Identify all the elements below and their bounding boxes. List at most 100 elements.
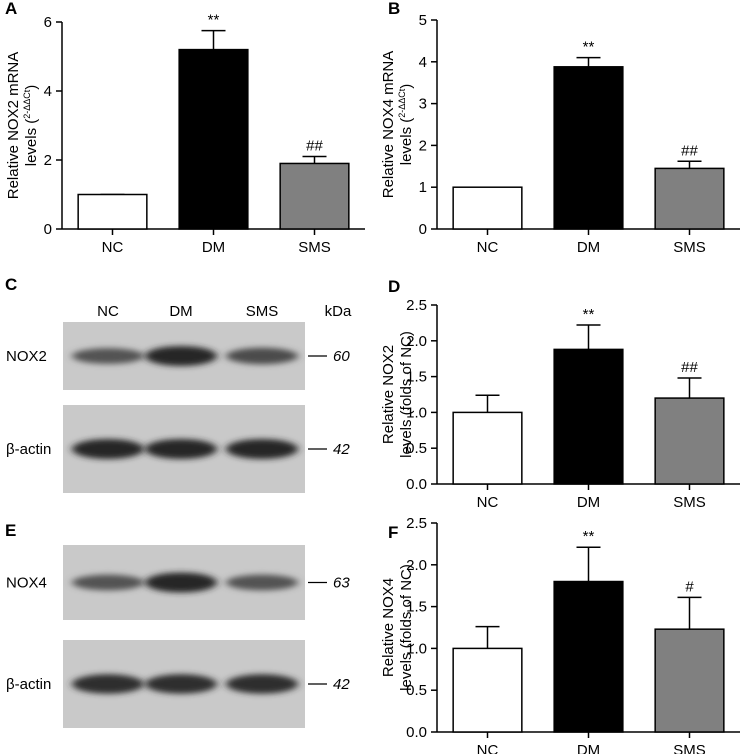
y-tick-label: 0.0 (406, 724, 427, 741)
bar (654, 628, 725, 733)
blot-band (226, 674, 298, 694)
y-tick-label: 1 (419, 179, 427, 196)
x-tick-label: DM (577, 742, 600, 754)
y-tick-label: 1.0 (406, 640, 427, 657)
x-tick-label: DM (577, 239, 600, 256)
y-axis-label-text: ) (398, 84, 415, 89)
significance-label: ** (583, 306, 595, 323)
y-axis-label: Relative NOX4 mRNA (380, 51, 397, 199)
bar (452, 186, 523, 230)
blot-band (226, 439, 298, 459)
x-tick-label: NC (477, 494, 499, 511)
bar (452, 647, 523, 733)
y-axis-label: levels (folds of NC) (398, 564, 415, 691)
bar (654, 397, 725, 485)
y-axis-label-text: levels (folds of NC) (398, 564, 415, 691)
y-tick-label: 5 (419, 12, 427, 29)
blot-band (72, 348, 144, 364)
x-tick-label: SMS (298, 239, 331, 256)
lane-label: SMS (246, 303, 279, 320)
y-tick-label: 6 (44, 14, 52, 31)
y-axis-label: Relative NOX2 mRNA (5, 52, 22, 200)
blot-band (145, 346, 217, 366)
significance-label: # (685, 578, 694, 595)
y-tick-label: 0.5 (406, 682, 427, 699)
x-tick-label: NC (102, 239, 124, 256)
y-tick-label: 1.5 (406, 599, 427, 616)
x-tick-label: SMS (673, 239, 706, 256)
significance-label: ## (681, 359, 698, 376)
bar (553, 66, 624, 230)
panel-letter: B (388, 0, 400, 18)
blot-band (226, 574, 298, 591)
bar (77, 193, 148, 230)
row-label: NOX4 (6, 575, 47, 592)
panel-letter: C (5, 275, 17, 294)
panel-letter: A (5, 0, 17, 18)
row-label: β-actin (6, 676, 51, 693)
blot-band (145, 439, 217, 459)
y-axis-label-text: ) (23, 85, 40, 90)
lane-label: DM (169, 303, 192, 320)
panel-letter: F (388, 523, 398, 542)
blot-band (145, 572, 217, 593)
x-tick-label: NC (477, 742, 499, 754)
y-tick-label: 2.0 (406, 333, 427, 350)
blot-band (145, 674, 217, 694)
kda-label: 63 (333, 575, 350, 592)
x-tick-label: DM (202, 239, 225, 256)
bar (654, 167, 725, 230)
bar (553, 348, 624, 485)
bar (452, 411, 523, 485)
x-tick-label: SMS (673, 494, 706, 511)
significance-label: ** (583, 528, 595, 545)
x-tick-label: NC (477, 239, 499, 256)
blot-band (72, 674, 144, 694)
y-tick-label: 0.5 (406, 440, 427, 457)
row-label: NOX2 (6, 348, 47, 365)
panel-letter: D (388, 277, 400, 296)
y-tick-label: 4 (419, 54, 427, 71)
lane-label: NC (97, 303, 119, 320)
y-tick-label: 0 (419, 221, 427, 238)
y-axis-label: levels (2-ΔΔCt) (397, 84, 415, 166)
y-axis-label: Relative NOX4 (380, 578, 397, 677)
y-tick-label: 0.0 (406, 476, 427, 493)
unit-label: kDa (325, 303, 352, 320)
row-label: β-actin (6, 441, 51, 458)
x-tick-label: DM (577, 494, 600, 511)
y-tick-label: 2 (419, 137, 427, 154)
significance-label: ** (208, 12, 220, 29)
y-axis-label-sup: 2-ΔΔCt (22, 89, 32, 119)
y-axis-label-text: levels ( (398, 118, 415, 166)
kda-label: 42 (333, 676, 350, 693)
significance-label: ## (681, 142, 698, 159)
y-axis-label-text: levels ( (23, 119, 40, 167)
y-tick-label: 2.0 (406, 557, 427, 574)
y-axis-label: Relative NOX2 (380, 345, 397, 444)
y-tick-label: 3 (419, 96, 427, 113)
x-tick-label: SMS (673, 742, 706, 754)
y-tick-label: 1.5 (406, 369, 427, 386)
y-tick-label: 0 (44, 221, 52, 238)
y-tick-label: 2 (44, 152, 52, 169)
y-axis-label: levels (2-ΔΔCt) (22, 85, 40, 167)
significance-label: ** (583, 39, 595, 56)
kda-label: 42 (333, 441, 350, 458)
y-tick-label: 2.5 (406, 515, 427, 532)
panel-letter: E (5, 521, 16, 540)
y-axis-label-sup: 2-ΔΔCt (397, 88, 407, 118)
bar (279, 162, 350, 230)
blot-band (72, 574, 144, 591)
blot-band (226, 347, 298, 365)
y-axis-label: levels (folds of NC) (398, 331, 415, 458)
kda-label: 60 (333, 348, 350, 365)
y-axis-label-text: levels (folds of NC) (398, 331, 415, 458)
y-tick-label: 1.0 (406, 404, 427, 421)
y-tick-label: 4 (44, 83, 52, 100)
y-tick-label: 2.5 (406, 297, 427, 314)
bar (178, 48, 249, 230)
blot-band (72, 439, 144, 459)
